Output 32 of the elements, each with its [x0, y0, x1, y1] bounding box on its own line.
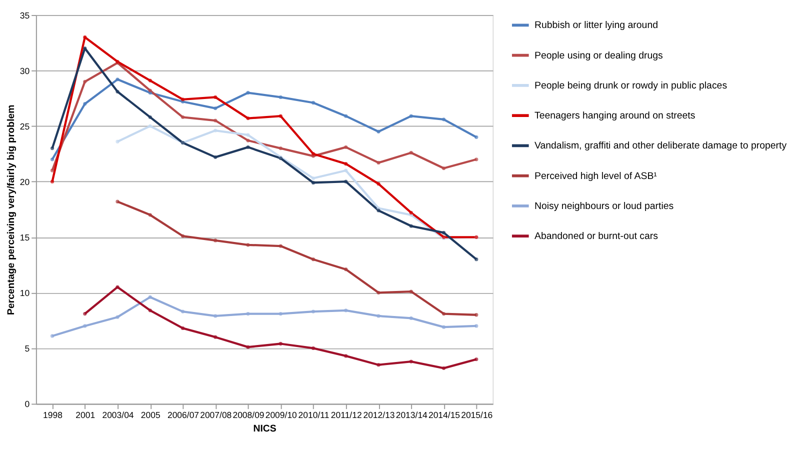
x-tick-label: 2009/10 [265, 410, 298, 420]
legend-label: People using or dealing drugs [534, 50, 664, 62]
x-tick-label: 2005 [140, 410, 160, 420]
x-tick-label: 2010/11 [298, 410, 330, 420]
y-tick-label: 0 [24, 399, 30, 410]
x-tick-label: 2015/16 [461, 410, 493, 420]
x-tick-label: 2008/09 [232, 410, 264, 420]
y-tick-label: 35 [20, 10, 30, 20]
y-tick-label: 10 [20, 288, 30, 298]
x-tick-label: 2011/12 [330, 410, 362, 420]
x-tick-label: 2006/07 [167, 410, 200, 420]
y-tick-label: 20 [20, 177, 30, 188]
legend-label: Teenagers hanging around on streets [534, 110, 696, 122]
legend-label: People being drunk or rowdy in public places [534, 80, 728, 92]
y-tick-label: 25 [20, 121, 30, 132]
x-tick-label: 2001 [76, 410, 96, 420]
legend-label: Noisy neighbours or loud parties [534, 200, 674, 212]
x-tick-label: 2013/14 [396, 410, 428, 420]
x-tick-label: 1998 [43, 410, 63, 420]
y-tick-label: 5 [24, 344, 30, 354]
legend-label: Rubbish or litter lying around [534, 20, 658, 32]
legend-label: Perceived high level of ASB¹ [534, 170, 658, 182]
x-tick-label: 2003/04 [102, 410, 134, 420]
y-axis-title: Percentage perceiving very/fairly big problem [6, 104, 18, 316]
x-axis-title: NICS [253, 423, 277, 434]
y-tick-label: 30 [20, 66, 30, 76]
legend-label: Vandalism, graffiti and other deliberate damage to property [534, 140, 787, 152]
x-tick-label: 2007/08 [200, 410, 232, 420]
legend-label: Abandoned or burnt-out cars [534, 231, 658, 242]
x-tick-label: 2014/15 [428, 410, 460, 420]
y-tick-label: 15 [20, 232, 30, 243]
x-tick-label: 2012/13 [363, 410, 395, 420]
